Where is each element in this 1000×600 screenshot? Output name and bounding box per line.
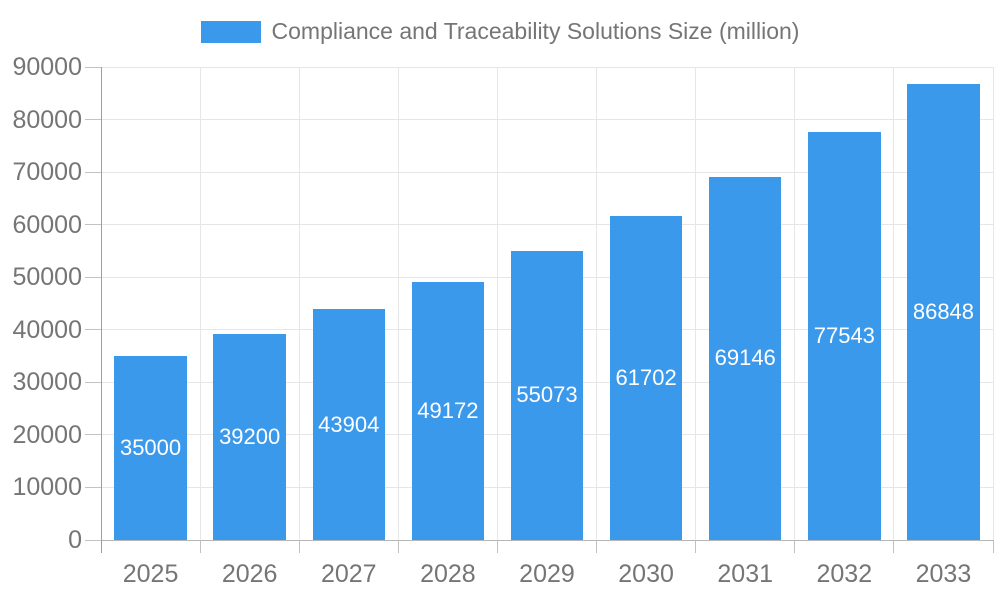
y-tick <box>85 381 101 383</box>
x-tick <box>596 540 598 553</box>
x-tick-label-2026: 2026 <box>221 560 278 588</box>
bar-value-label: 43904 <box>318 411 380 437</box>
bar-2027[interactable]: 43904 <box>312 309 385 540</box>
legend-label: Compliance and Traceability Solutions Si… <box>271 18 800 44</box>
x-gridline <box>298 67 300 540</box>
bar-value-label: 35000 <box>119 435 182 461</box>
x-gridline <box>695 67 697 540</box>
x-tick <box>298 540 300 553</box>
x-gridline <box>397 67 399 540</box>
y-tick-label: 90000 <box>12 53 82 81</box>
legend[interactable]: Compliance and Traceability Solutions Si… <box>0 18 1000 45</box>
bar-2029[interactable]: 55073 <box>510 250 584 540</box>
y-tick-label: 60000 <box>12 210 82 239</box>
bar-2032[interactable]: 77543 <box>808 132 881 540</box>
bar-2033[interactable]: 86848 <box>907 83 980 540</box>
x-tick-label-2030: 2030 <box>618 560 674 588</box>
y-tick <box>85 224 101 226</box>
y-axis-line <box>101 67 102 553</box>
bar-value-label: 69146 <box>714 345 776 371</box>
bar-2030[interactable]: 61702 <box>609 215 683 540</box>
x-tick-label-2032: 2032 <box>816 560 873 588</box>
x-tick-label-2025: 2025 <box>122 560 179 588</box>
x-tick-label-2031: 2031 <box>717 560 774 588</box>
plot-area: 0 10000 20000 30000 40000 50000 60000 70000 8000… <box>12 55 994 587</box>
y-tick-label: 30000 <box>12 368 82 397</box>
y-tick-label: 40000 <box>12 315 82 344</box>
y-tick <box>85 486 101 488</box>
y-gridline <box>101 224 993 226</box>
x-tick <box>199 540 201 553</box>
y-tick <box>85 119 101 121</box>
y-gridline <box>101 539 993 541</box>
x-tick <box>496 540 498 553</box>
y-tick-label: 80000 <box>12 105 82 134</box>
bar-value-label: 55073 <box>516 382 578 408</box>
y-tick-label: 50000 <box>12 263 82 292</box>
y-tick <box>85 434 101 436</box>
y-tick-label: 20000 <box>12 420 82 449</box>
y-tick-label: 70000 <box>12 158 82 187</box>
x-tick-label-2027: 2027 <box>320 560 377 588</box>
y-tick-label: 10000 <box>12 473 82 502</box>
x-gridline <box>199 67 201 540</box>
x-gridline <box>893 67 895 540</box>
x-gridline <box>794 67 796 540</box>
x-gridline <box>992 67 994 540</box>
bar-value-label: 61702 <box>615 364 677 390</box>
x-tick-label-2033: 2033 <box>915 560 972 588</box>
legend-swatch <box>200 20 261 43</box>
bar-value-label: 39200 <box>219 423 281 449</box>
y-tick <box>85 66 101 68</box>
bar-2026[interactable]: 39200 <box>213 333 286 540</box>
y-gridline <box>101 119 993 121</box>
y-tick-label: 0 <box>68 526 82 554</box>
x-tick <box>893 540 895 553</box>
y-tick <box>85 276 101 278</box>
y-gridline <box>101 171 993 173</box>
x-tick <box>397 540 399 553</box>
x-tick-label-2029: 2029 <box>519 560 575 588</box>
bar-value-label: 77543 <box>813 323 875 349</box>
x-tick <box>695 540 697 553</box>
y-tick <box>85 539 101 541</box>
bar-2028[interactable]: 49172 <box>411 281 485 540</box>
y-tick <box>85 329 101 331</box>
x-gridline <box>596 67 598 540</box>
bar-2031[interactable]: 69146 <box>709 176 782 540</box>
bar-value-label: 86848 <box>912 298 975 324</box>
bar-2025[interactable]: 35000 <box>114 356 187 540</box>
x-tick <box>794 540 796 553</box>
bar-value-label: 49172 <box>417 397 479 423</box>
x-gridline <box>496 67 498 540</box>
x-tick-label-2028: 2028 <box>420 560 476 588</box>
y-gridline <box>101 66 993 68</box>
x-tick <box>992 540 994 553</box>
y-tick <box>85 171 101 173</box>
